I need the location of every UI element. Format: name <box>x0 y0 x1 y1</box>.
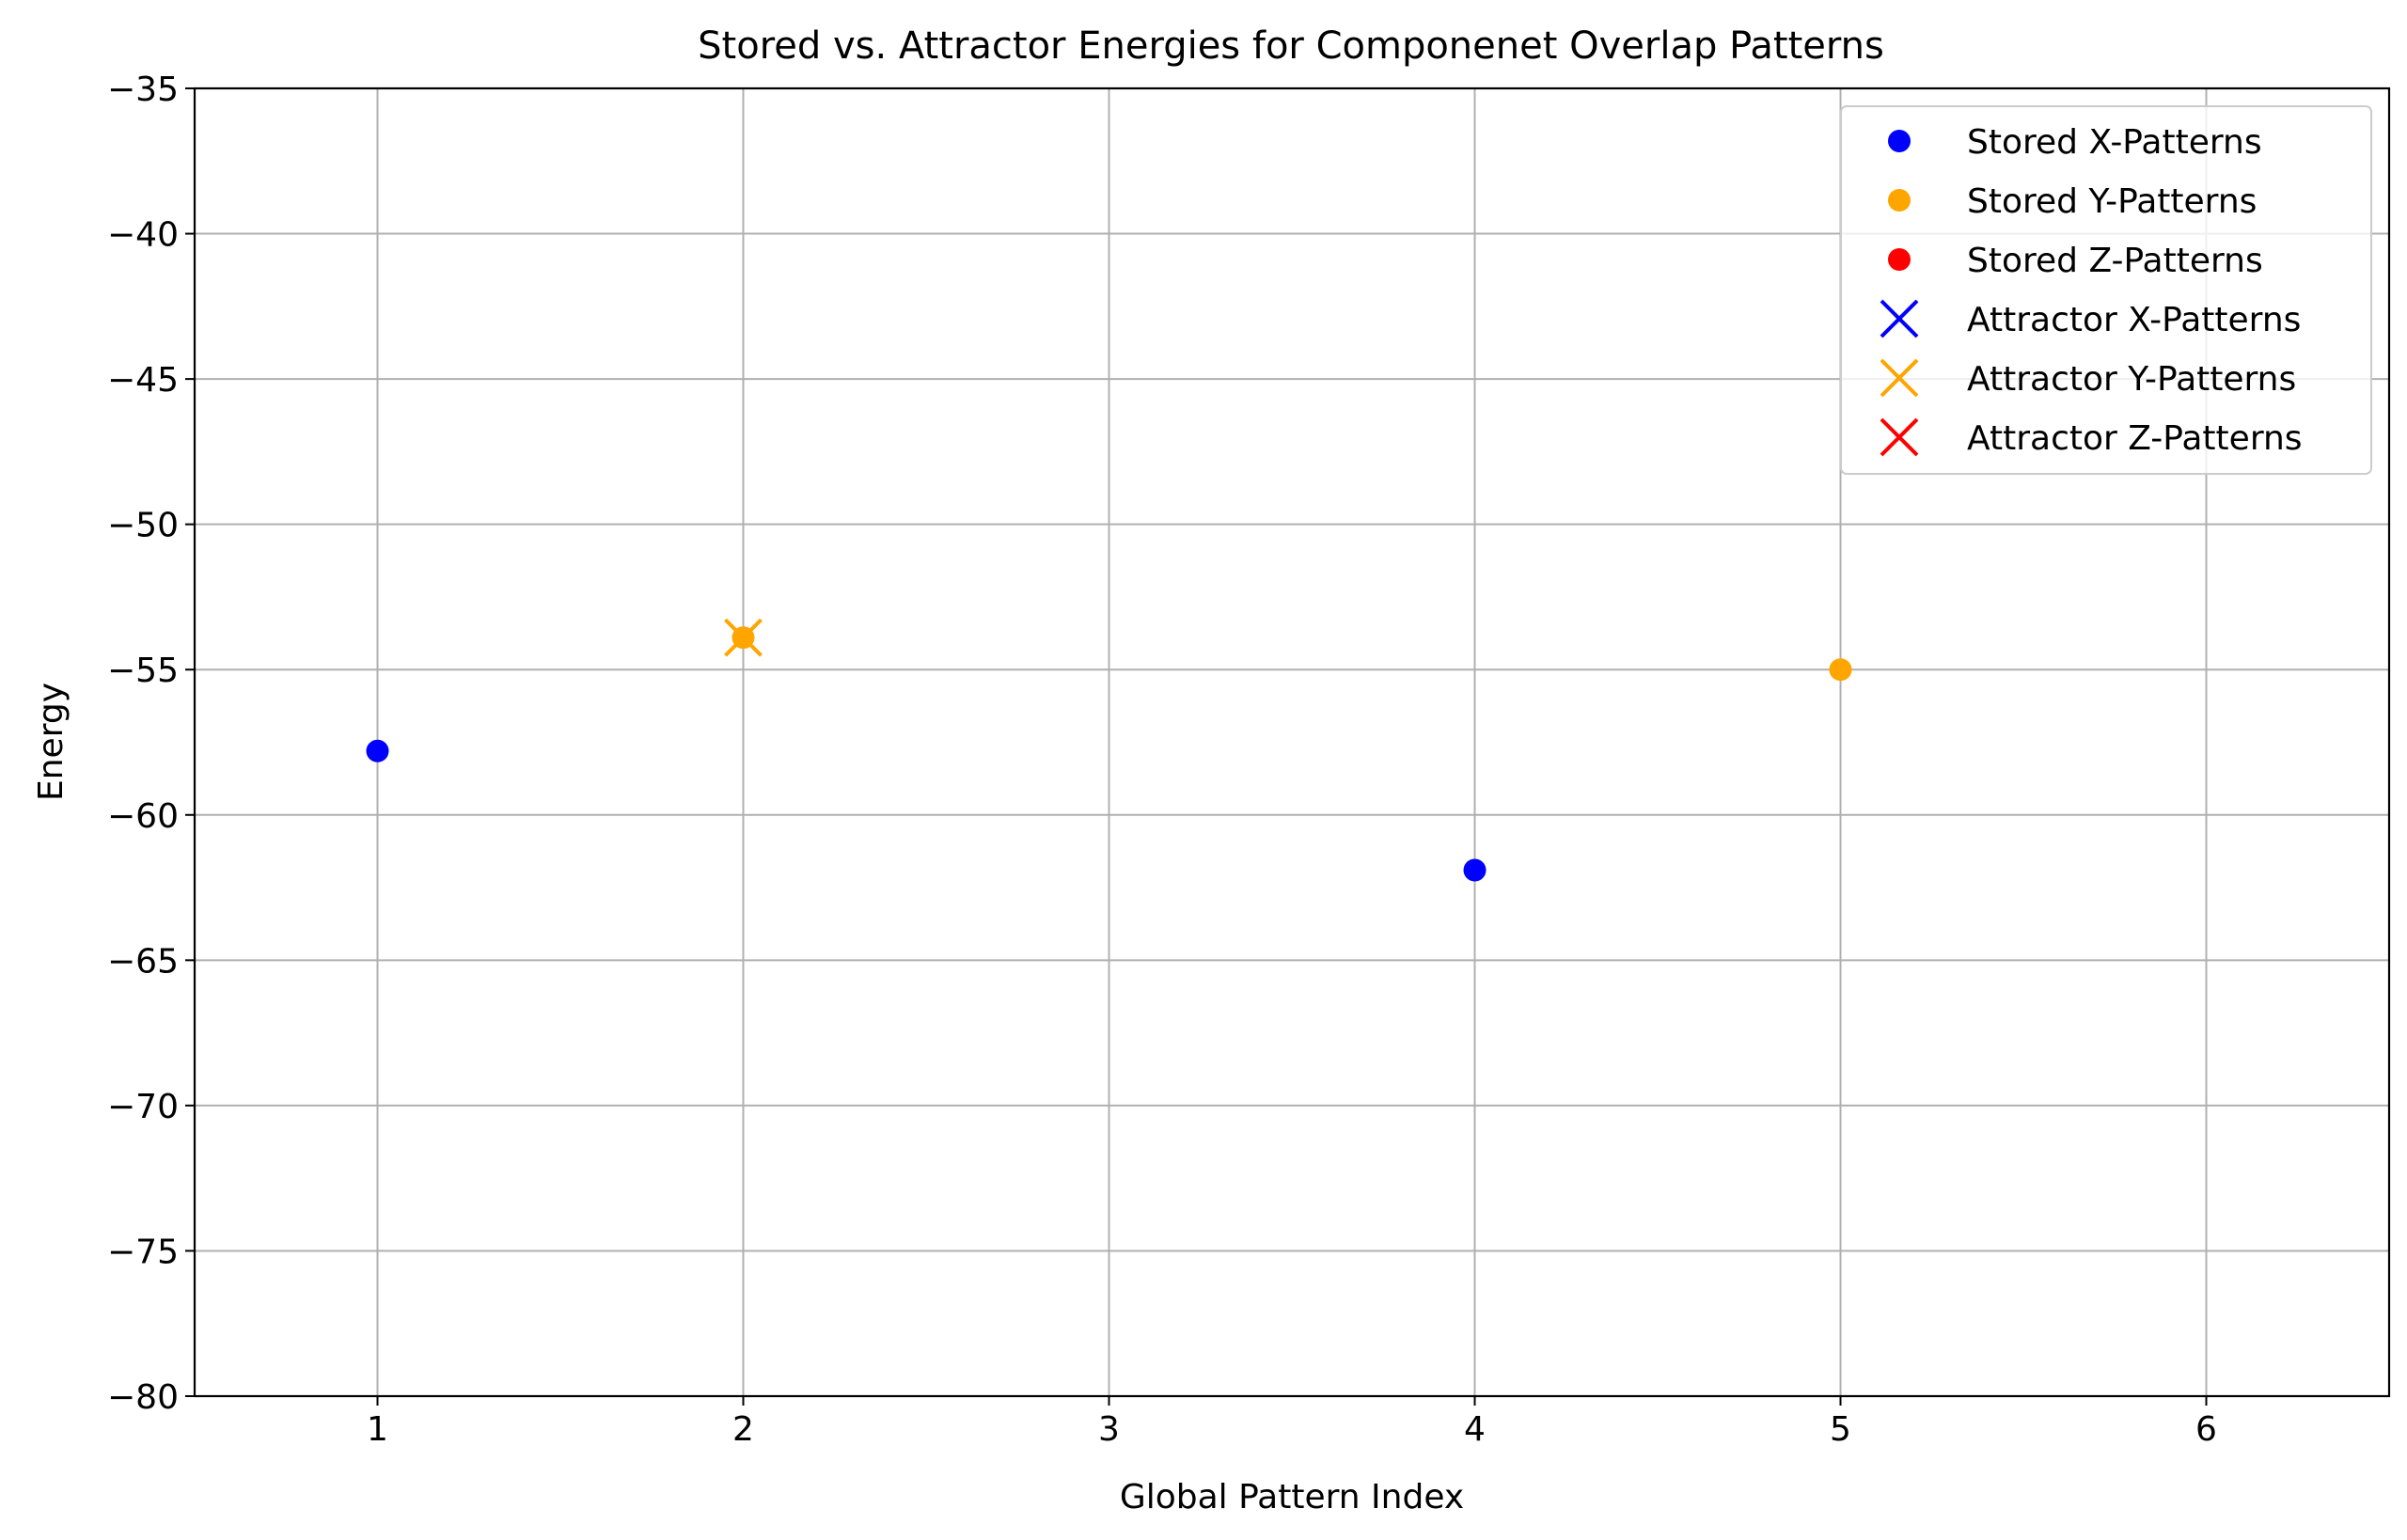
x-tick-label: 3 <box>1098 1410 1120 1449</box>
x-tick-label: 4 <box>1464 1410 1486 1449</box>
y-tick-label: −55 <box>107 652 179 690</box>
y-axis-label: Energy <box>32 683 71 801</box>
data-points <box>366 618 1852 882</box>
y-tick-label: −45 <box>107 361 179 400</box>
y-tick-label: −40 <box>107 216 179 255</box>
legend-x-marker-stroke <box>1880 358 1919 398</box>
x-tick-label: 5 <box>1830 1410 1851 1449</box>
legend-label: Stored X-Patterns <box>1967 123 2262 162</box>
y-tick-label: −75 <box>107 1233 179 1271</box>
y-tick-label: −80 <box>107 1378 179 1417</box>
legend-circle-marker <box>1888 130 1911 152</box>
legend-label: Attractor X-Patterns <box>1967 301 2301 339</box>
attractor-point-stroke <box>724 618 763 657</box>
x-tick-label: 1 <box>367 1410 388 1449</box>
y-tick-label: −60 <box>107 797 179 836</box>
x-tick-label: 6 <box>2195 1410 2217 1449</box>
legend-x-marker-stroke <box>1880 299 1919 338</box>
x-axis-label: Global Pattern Index <box>1120 1478 1464 1516</box>
legend-box <box>1840 105 2372 475</box>
legend-x-marker <box>1880 299 1919 338</box>
legend-circle-marker <box>1888 189 1911 212</box>
y-tick-label: −70 <box>107 1088 179 1126</box>
y-axis-ticks: −80 −75 −70 −65 −60 −55 −50 −45 −40 −35 <box>107 71 195 1417</box>
x-axis-ticks: 1 2 3 4 5 6 <box>367 1396 2217 1449</box>
legend-label: Attractor Y-Patterns <box>1967 360 2296 399</box>
legend-circle-marker <box>1888 248 1911 271</box>
y-tick-label: −65 <box>107 942 179 981</box>
legend: Stored X-Patterns Stored Y-Patterns Stored… <box>1840 105 2372 475</box>
stored-point <box>1463 858 1487 882</box>
y-tick-label: −50 <box>107 507 179 545</box>
legend-x-marker <box>1880 358 1919 398</box>
legend-x-marker <box>1880 417 1919 457</box>
legend-label: Stored Z-Patterns <box>1967 242 2263 280</box>
legend-label: Stored Y-Patterns <box>1967 182 2257 221</box>
attractor-point <box>724 618 763 657</box>
plot-frame <box>193 86 2391 1398</box>
legend-label: Attractor Z-Patterns <box>1967 419 2303 458</box>
x-tick-label: 2 <box>732 1410 754 1449</box>
legend-x-marker-stroke <box>1880 417 1919 457</box>
y-tick-label: −35 <box>107 71 179 109</box>
stored-point <box>366 739 389 762</box>
stored-point <box>1829 658 1852 682</box>
chart-title: Stored vs. Attractor Energies for Compon… <box>698 24 1884 68</box>
